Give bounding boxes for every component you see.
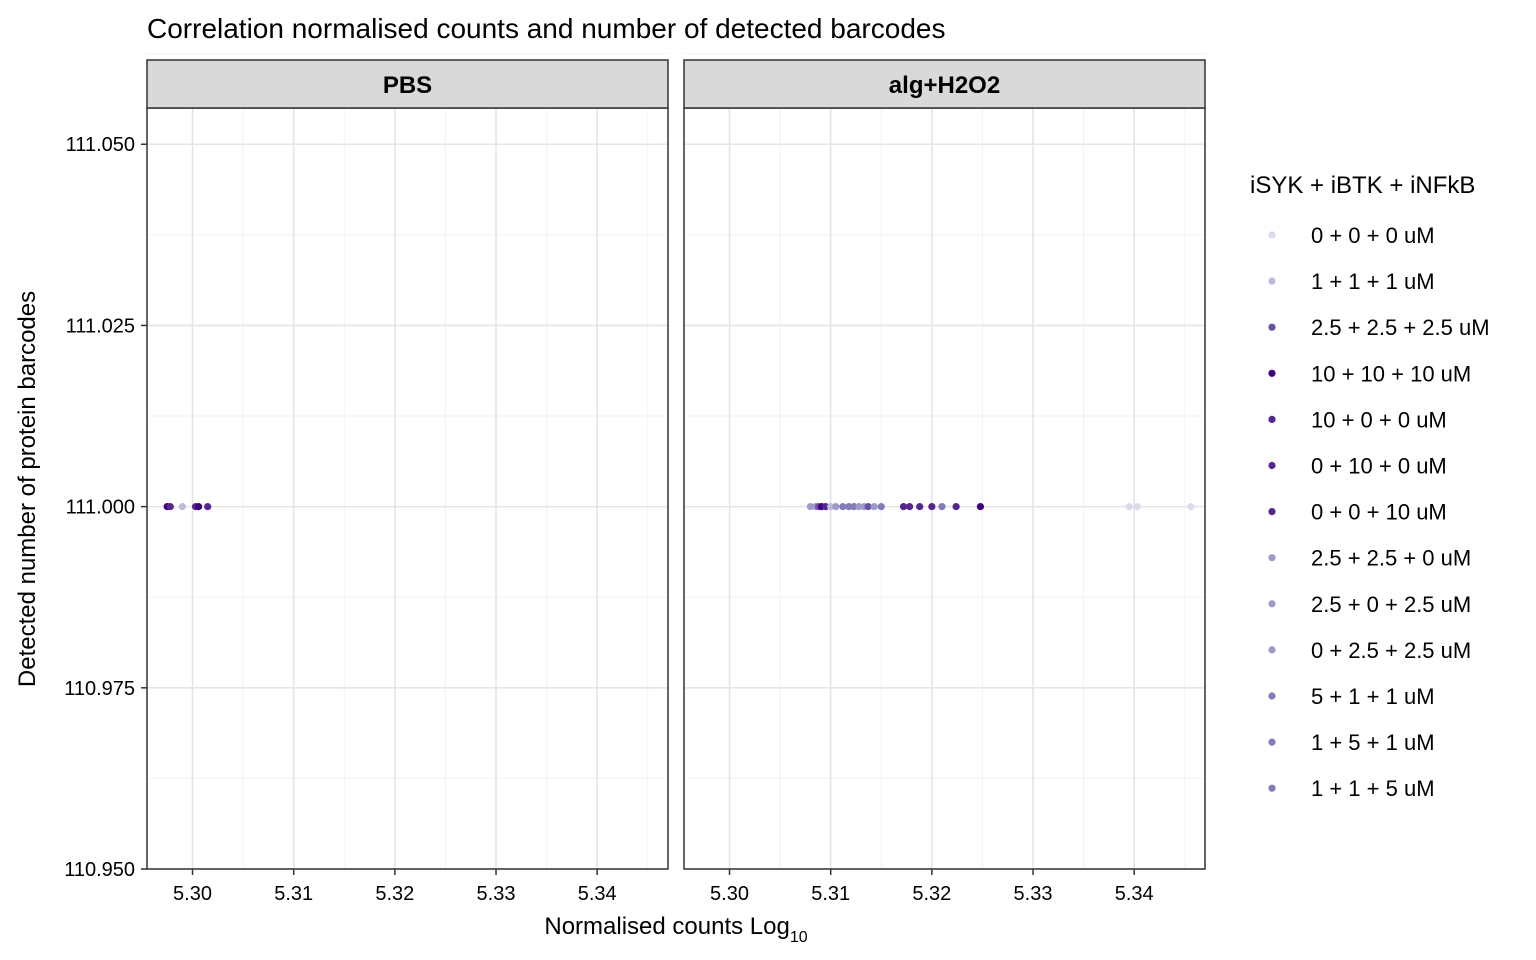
legend-key (1268, 231, 1276, 239)
data-point (938, 503, 946, 511)
x-tick-label: 5.34 (1115, 883, 1154, 905)
x-tick-label: 5.33 (477, 883, 516, 905)
data-point (916, 503, 924, 511)
legend-label: 0 + 10 + 0 uM (1311, 454, 1447, 479)
data-point (178, 503, 187, 511)
legend-key (1268, 646, 1276, 654)
legend-key (1268, 369, 1276, 377)
legend-key (1268, 692, 1276, 700)
x-tick-label: 5.31 (811, 883, 850, 905)
facet-panels: PBS 5.30 5.31 5.32 5.33 5.34 alg+H2O2 5.30 5.31 5… (146, 53, 1206, 905)
data-point (822, 503, 830, 511)
x-axis-title: Normalised counts Log10 (544, 913, 807, 946)
y-tick-label: 110.950 (64, 859, 135, 881)
panel-1: alg+H2O2 5.30 5.31 5.32 5.33 5.34 (683, 53, 1206, 905)
legend-label: 2.5 + 2.5 + 2.5 uM (1311, 315, 1490, 340)
data-point (1125, 503, 1133, 511)
panel-background (147, 108, 668, 869)
data-point (877, 503, 885, 511)
data-point (827, 503, 835, 511)
y-axis-title: Detected number of protein barcodes (14, 291, 41, 687)
legend-key (1268, 600, 1276, 608)
x-tick-label: 5.32 (912, 883, 951, 905)
legend-key (1268, 277, 1276, 285)
data-point (806, 503, 815, 511)
legend-label: 2.5 + 2.5 + 0 uM (1311, 546, 1471, 571)
data-point (832, 503, 840, 511)
legend-label: 0 + 0 + 0 uM (1311, 223, 1435, 248)
chart-title: Correlation normalised counts and number… (147, 13, 945, 44)
y-tick-label: 111.025 (66, 315, 135, 337)
legend-title: iSYK + iBTK + iNFkB (1250, 172, 1475, 199)
data-point (839, 503, 847, 511)
data-point (905, 503, 914, 511)
panel-background (684, 108, 1205, 869)
legend-key (1268, 323, 1276, 331)
data-point (855, 503, 863, 511)
legend-key (1268, 554, 1276, 562)
legend-label: 0 + 0 + 10 uM (1311, 500, 1447, 525)
data-point (1133, 503, 1141, 511)
legend-key (1268, 784, 1276, 792)
x-tick-label: 5.32 (375, 883, 414, 905)
x-tick-label: 5.33 (1014, 883, 1053, 905)
y-tick-label: 111.000 (66, 497, 135, 519)
x-axis-title-text: Normalised counts Log (544, 913, 789, 940)
facet-strip-label: alg+H2O2 (889, 72, 1000, 99)
facet-strip (683, 59, 1206, 109)
data-point (928, 503, 936, 511)
legend-key (1268, 738, 1276, 746)
legend-label: 2.5 + 0 + 2.5 uM (1311, 592, 1471, 617)
x-axis-title-subscript: 10 (790, 929, 808, 946)
x-tick-label: 5.30 (173, 883, 212, 905)
data-point (864, 503, 872, 511)
legend-key (1268, 461, 1276, 470)
legend-label: 1 + 5 + 1 uM (1311, 730, 1435, 755)
y-tick-label: 111.050 (66, 134, 135, 156)
data-point (845, 503, 853, 511)
legend-label: 1 + 1 + 1 uM (1311, 269, 1435, 294)
data-point (1187, 503, 1195, 511)
panel-0: PBS 5.30 5.31 5.32 5.33 5.34 (146, 53, 669, 905)
legend-label: 10 + 10 + 10 uM (1311, 361, 1471, 386)
y-tick-label: 110.975 (64, 678, 135, 700)
legend-label: 1 + 1 + 5 uM (1311, 776, 1435, 801)
facet-strip-label: PBS (383, 72, 432, 99)
data-point (952, 503, 960, 511)
legend-key (1268, 415, 1276, 423)
x-tick-label: 5.34 (578, 883, 617, 905)
legend-label: 10 + 0 + 0 uM (1311, 407, 1447, 432)
data-point (899, 503, 908, 511)
data-point (194, 503, 203, 511)
legend-key (1268, 508, 1276, 516)
x-tick-label: 5.31 (274, 883, 313, 905)
data-point (850, 503, 858, 511)
legend-label: 0 + 2.5 + 2.5 uM (1311, 638, 1471, 663)
y-axis: 110.950 110.975 111.000 111.025 111.050 (64, 134, 147, 881)
data-point (166, 503, 174, 511)
legend-label: 5 + 1 + 1 uM (1311, 684, 1435, 709)
data-point (976, 503, 985, 511)
legend: iSYK + iBTK + iNFkB 0 + 0 + 0 uM 1 + 1 + … (1250, 172, 1490, 801)
data-point (870, 503, 878, 511)
data-point (204, 503, 212, 511)
x-tick-label: 5.30 (710, 883, 749, 905)
facet-strip (146, 59, 669, 109)
